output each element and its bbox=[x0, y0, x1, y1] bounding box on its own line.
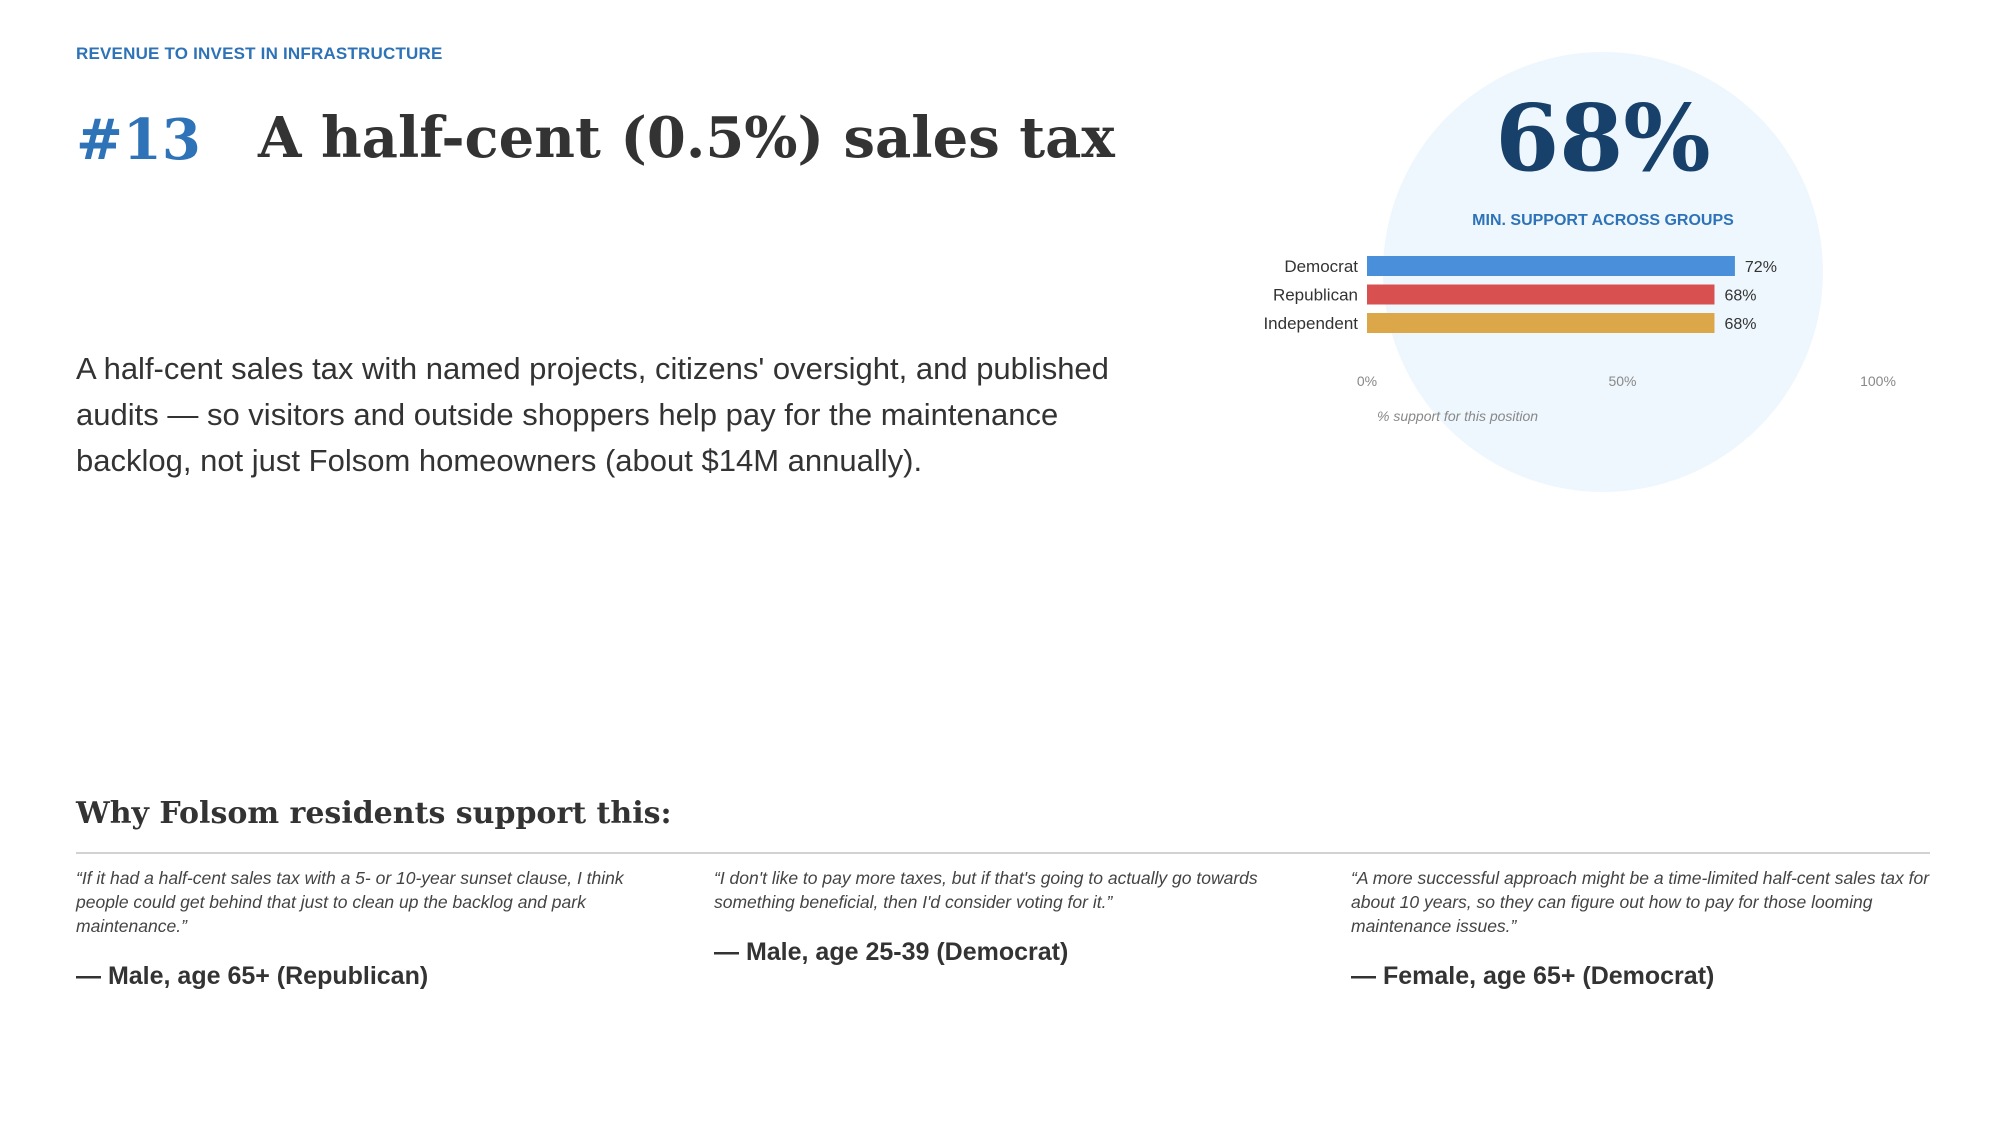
quote-attribution: — Female, age 65+ (Democrat) bbox=[1351, 962, 1715, 990]
category-label: Independent bbox=[1263, 314, 1358, 333]
quote-attribution: — Male, age 65+ (Republican) bbox=[76, 962, 429, 990]
support-bar-chart: Democrat 72% Republican 68% Independent 68% 0%… bbox=[1263, 256, 1896, 424]
x-axis-label: % support for this position bbox=[1377, 408, 1538, 424]
section-title: Why Folsom residents support this: bbox=[76, 796, 672, 831]
page-title: A half-cent (0.5%) sales tax bbox=[258, 105, 1115, 171]
category-label: Democrat bbox=[1284, 257, 1358, 276]
description: A half-cent sales tax with named project… bbox=[76, 351, 1109, 478]
bar-democrat bbox=[1367, 256, 1735, 276]
item-number: #13 bbox=[76, 107, 201, 173]
quote-card: “If it had a half-cent sales tax with a … bbox=[76, 866, 656, 991]
x-tick-label: 100% bbox=[1860, 373, 1896, 389]
x-tick-label: 50% bbox=[1608, 373, 1636, 389]
data-label: 72% bbox=[1745, 259, 1777, 276]
data-label: 68% bbox=[1724, 316, 1756, 333]
bar-republican bbox=[1367, 284, 1715, 305]
quote-card: “A more successful approach might be a t… bbox=[1351, 866, 1931, 991]
divider bbox=[76, 852, 1930, 854]
quote-text: “If it had a half-cent sales tax with a … bbox=[76, 868, 624, 936]
x-tick-label: 0% bbox=[1357, 373, 1377, 389]
category-label: Republican bbox=[1273, 286, 1358, 305]
quote-attribution: — Male, age 25-39 (Democrat) bbox=[714, 938, 1069, 966]
quote-text: “I don't like to pay more taxes, but if … bbox=[714, 868, 1258, 912]
eyebrow-label: REVENUE TO INVEST IN INFRASTRUCTURE bbox=[76, 44, 443, 63]
quote-text: “A more successful approach might be a t… bbox=[1351, 868, 1930, 936]
data-label: 68% bbox=[1724, 288, 1756, 305]
headline-stat: 68% bbox=[1495, 84, 1711, 192]
headline-stat-label: MIN. SUPPORT ACROSS GROUPS bbox=[1472, 212, 1734, 229]
quote-card: “I don't like to pay more taxes, but if … bbox=[714, 866, 1294, 967]
bar-independent bbox=[1367, 313, 1715, 333]
